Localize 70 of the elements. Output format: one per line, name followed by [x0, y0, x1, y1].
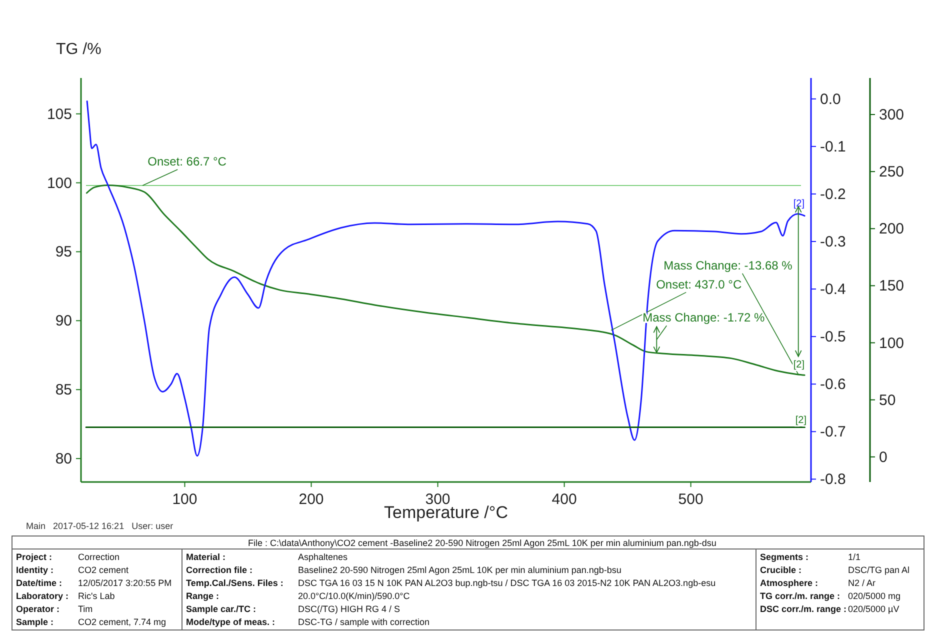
text: TG corr./m. range :	[760, 591, 840, 601]
text: Sample car./TC :	[186, 604, 256, 614]
y2-tick-label: -0.2	[820, 186, 846, 203]
y3-tick-label: 150	[879, 278, 904, 295]
text: Main 2017-05-12 16:21 User: user	[26, 521, 174, 531]
text: Range :	[186, 591, 220, 601]
annotation: [2]	[793, 359, 805, 370]
text: N2 / Ar	[848, 578, 876, 588]
text: Baseline2 20-590 Nitrogen 25ml Agon 25mL 10K per min aluminium pan.ngb-bsu	[298, 565, 622, 575]
text: 1/1	[848, 552, 861, 562]
y2-tick-label: -0.7	[820, 424, 846, 441]
y-tick-label: 90	[55, 312, 72, 330]
y-axis-title: TG /%	[56, 41, 102, 58]
text: Sample :	[16, 617, 54, 627]
annotation: [2]	[795, 414, 807, 426]
text: DSC TGA 16 03 15 N 10K PAN AL2O3 bup.ngb-tsu / DSC TGA 16 03 2015-N2 10K PAN AL2O3.ngb-esu	[298, 578, 716, 588]
text: Correction file :	[186, 565, 253, 575]
text: 020/5000 mg	[848, 591, 901, 601]
y3-tick-label: 200	[879, 220, 904, 238]
text: Temp.Cal./Sens. Files :	[186, 578, 284, 588]
text: Ric's Lab	[78, 591, 115, 601]
y2-tick-label: -0.8	[820, 471, 846, 488]
x-tick-label: 200	[298, 491, 324, 508]
y2-tick-label: -0.5	[820, 328, 846, 346]
y-tick-label: 100	[46, 174, 72, 192]
text: Project :	[16, 552, 52, 562]
text: Correction	[78, 552, 120, 562]
y2-tick-label: -0.4	[820, 281, 846, 298]
y3-tick-label: 100	[879, 334, 904, 352]
text: DSC corr./m. range :	[760, 604, 847, 614]
text: Atmosphere :	[760, 578, 818, 588]
y2-tick-label: -0.1	[820, 138, 846, 156]
text: File : C:\data\Anthony\CO2 cement -Baseline2 20-590 Nitrogen 25ml Agon 25mL 10K per min aluminium pan.ngb-dsu	[248, 538, 716, 548]
text: Mode/type of meas. :	[186, 617, 276, 627]
text: 020/5000 µV	[848, 604, 900, 614]
text: DSC(/TG) HIGH RG 4 / S	[298, 604, 400, 614]
y-tick-label: 105	[46, 106, 72, 123]
y-tick-label: 80	[55, 450, 72, 468]
y2-tick-label: -0.6	[820, 376, 846, 394]
text: Segments :	[760, 552, 809, 562]
text: Laboratory :	[16, 591, 69, 601]
text: Operator :	[16, 604, 60, 614]
text: Identity :	[16, 565, 54, 575]
text: Crucible :	[760, 565, 802, 575]
text: Asphaltenes	[298, 552, 348, 562]
text: Tim	[78, 604, 93, 614]
text: DSC/TG pan Al	[848, 565, 910, 575]
text: Material :	[186, 552, 226, 562]
annotation: [2]	[793, 198, 805, 210]
text: DSC-TG / sample with correction	[298, 617, 430, 627]
x-tick-label: 400	[552, 491, 577, 508]
line-series	[86, 184, 806, 376]
x-tick-label: 500	[678, 491, 704, 508]
y3-tick-label: 50	[879, 392, 896, 409]
text: Date/time :	[16, 578, 62, 588]
text: 20.0°C/10.0(K/min)/590.0°C	[298, 591, 410, 601]
y3-tick-label: 300	[879, 106, 904, 124]
annotation: Onset: 66.7 °C	[148, 154, 227, 169]
y2-tick-label: -0.3	[820, 234, 846, 250]
y3-tick-label: 0	[879, 448, 888, 466]
y-tick-label: 95	[55, 244, 72, 261]
text: CO2 cement, 7.74 mg	[78, 617, 166, 627]
y2-tick-label: 0.0	[820, 90, 841, 108]
x-tick-label: 100	[172, 491, 198, 508]
annotation: Mass Change: -13.68 %	[664, 258, 793, 272]
y3-tick-label: 250	[879, 164, 904, 181]
text: 12/05/2017 3:20:55 PM	[78, 578, 172, 588]
text: CO2 cement	[78, 565, 130, 575]
y-tick-label: 85	[55, 382, 72, 399]
annotation: Onset: 437.0 °C	[656, 277, 742, 292]
